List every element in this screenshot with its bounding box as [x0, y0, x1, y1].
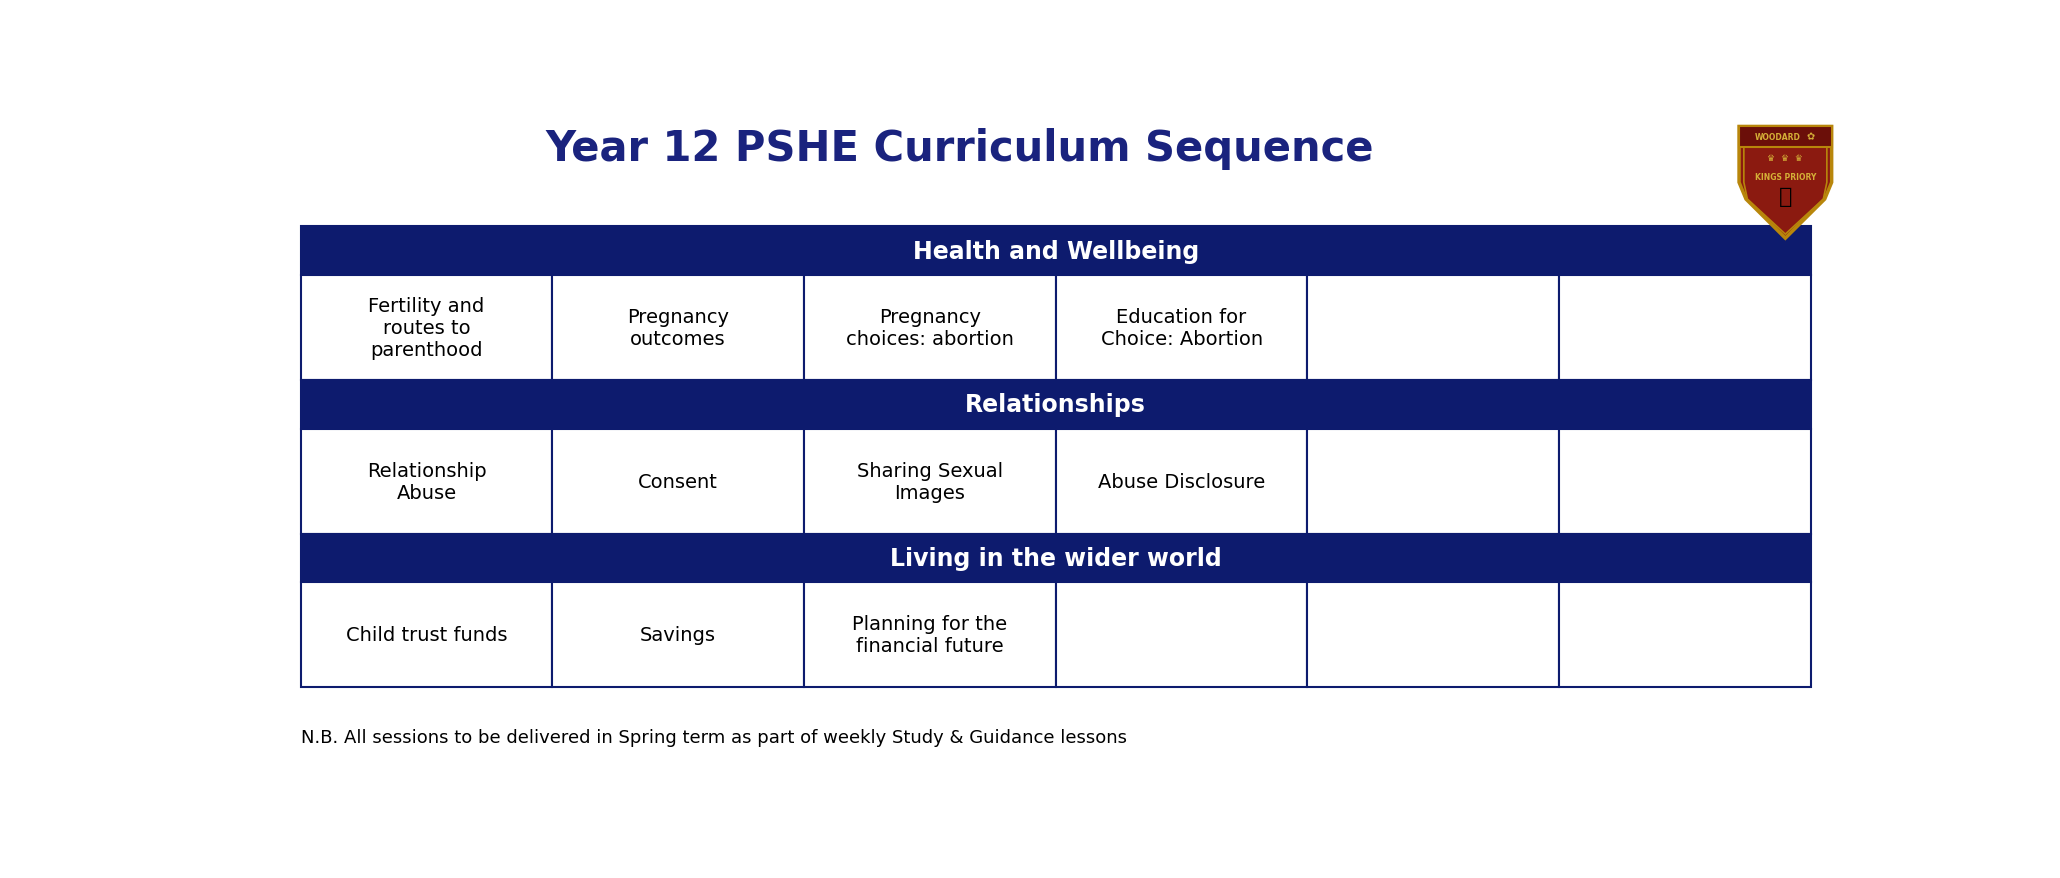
Text: 🏛: 🏛 [1778, 186, 1792, 206]
Text: Living in the wider world: Living in the wider world [890, 546, 1222, 571]
Text: Year 12 PSHE Curriculum Sequence: Year 12 PSHE Curriculum Sequence [546, 128, 1374, 170]
Text: Savings: Savings [641, 625, 717, 644]
Text: Fertility and
routes to
parenthood: Fertility and routes to parenthood [369, 297, 484, 360]
Bar [301, 429, 552, 534]
Bar [552, 429, 803, 534]
Text: Health and Wellbeing: Health and Wellbeing [913, 240, 1199, 263]
Text: Pregnancy
outcomes: Pregnancy outcomes [626, 307, 729, 349]
Bar [552, 276, 803, 380]
Bar [301, 380, 1811, 429]
Text: WOODARD: WOODARD [1755, 133, 1800, 142]
Bar [1559, 429, 1811, 534]
Bar [301, 534, 1811, 583]
Bar [1055, 583, 1308, 687]
Text: Planning for the
financial future: Planning for the financial future [853, 615, 1007, 656]
Text: Relationship
Abuse: Relationship Abuse [367, 461, 486, 502]
Text: Education for
Choice: Abortion: Education for Choice: Abortion [1100, 307, 1263, 349]
Bar [301, 227, 1811, 276]
Text: Abuse Disclosure: Abuse Disclosure [1098, 472, 1265, 491]
Bar [1308, 276, 1559, 380]
Bar [803, 429, 1055, 534]
Bar [552, 583, 803, 687]
Text: Relationships: Relationships [966, 392, 1145, 417]
Polygon shape [1739, 127, 1831, 239]
Text: Sharing Sexual
Images: Sharing Sexual Images [857, 461, 1003, 502]
Bar [1055, 276, 1308, 380]
Bar [803, 276, 1055, 380]
Text: Child trust funds: Child trust funds [346, 625, 507, 644]
Bar [1308, 583, 1559, 687]
Bar [1308, 429, 1559, 534]
Text: Pregnancy
choices: abortion: Pregnancy choices: abortion [847, 307, 1014, 349]
Bar [803, 583, 1055, 687]
Bar [1559, 276, 1811, 380]
Text: ✿: ✿ [1807, 133, 1815, 142]
Bar [1559, 583, 1811, 687]
Text: KINGS PRIORY: KINGS PRIORY [1755, 173, 1817, 182]
Bar [301, 276, 552, 380]
Text: Consent: Consent [639, 472, 719, 491]
Bar [1739, 127, 1831, 148]
Text: ♛  ♛  ♛: ♛ ♛ ♛ [1767, 154, 1802, 163]
Text: N.B. All sessions to be delivered in Spring term as part of weekly Study & Guida: N.B. All sessions to be delivered in Spr… [301, 729, 1127, 746]
Bar [1055, 429, 1308, 534]
Bar [301, 583, 552, 687]
